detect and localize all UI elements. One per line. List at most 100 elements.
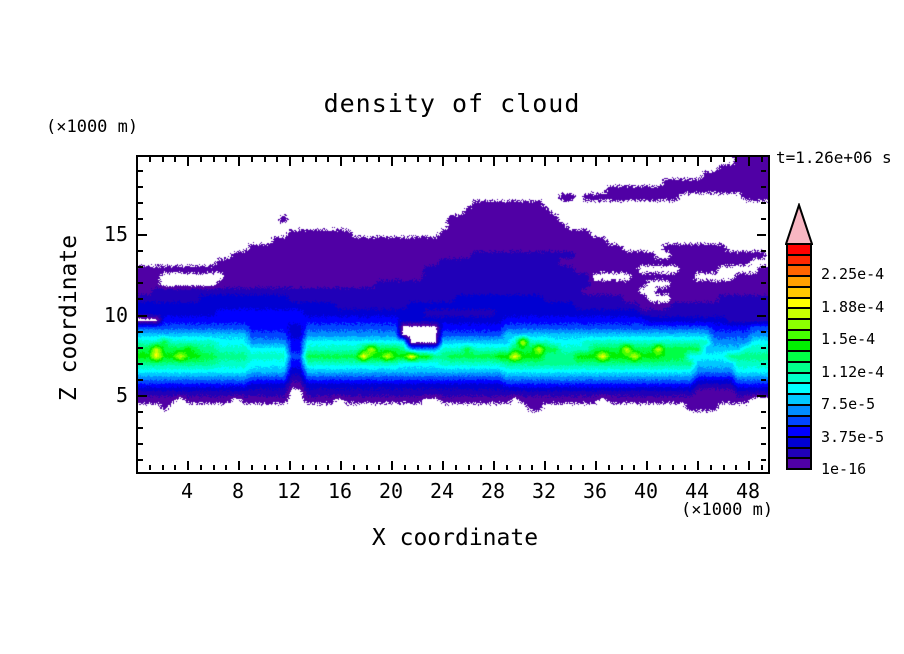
tick-mark — [455, 465, 457, 470]
tick-mark — [761, 202, 766, 204]
tick-mark — [621, 465, 623, 470]
tick-mark — [544, 157, 546, 166]
tick-mark — [595, 461, 597, 470]
colorbar-segment — [788, 382, 810, 394]
tick-mark — [761, 170, 766, 172]
z-tick-label: 10 — [103, 302, 128, 327]
x-tick-label: 28 — [480, 479, 506, 503]
tick-mark — [621, 157, 623, 162]
tick-mark — [761, 186, 766, 188]
colorbar-segment — [788, 414, 810, 426]
x-tick-label: 4 — [180, 479, 194, 503]
tick-mark — [493, 157, 495, 166]
x-axis-unit-label: (×1000 m) — [681, 500, 774, 520]
tick-mark — [519, 157, 521, 162]
colorbar-segment — [788, 253, 810, 265]
tick-mark — [138, 298, 143, 300]
colorbar-segment — [788, 425, 810, 436]
tick-mark — [684, 157, 686, 162]
tick-mark — [761, 347, 766, 349]
tick-mark — [302, 465, 304, 470]
colorbar-label: 1e-16 — [821, 460, 867, 478]
tick-mark — [391, 461, 393, 470]
colorbar-segment — [788, 307, 810, 319]
tick-mark — [138, 331, 143, 333]
colorbar-segment — [788, 435, 810, 447]
tick-mark — [455, 157, 457, 162]
colorbar-segment — [788, 446, 810, 458]
tick-mark — [761, 157, 763, 162]
colorbar-segment — [788, 393, 810, 404]
tick-mark — [366, 157, 368, 162]
tick-mark — [138, 363, 143, 365]
tick-mark — [138, 282, 143, 284]
colorbar-segment — [788, 264, 810, 276]
colorbar-segment — [788, 371, 810, 383]
tick-mark — [544, 461, 546, 470]
tick-mark — [582, 465, 584, 470]
x-tick-label: 48 — [735, 479, 761, 503]
tick-mark — [138, 459, 143, 461]
time-annotation: t=1.26e+06 s — [776, 148, 892, 167]
tick-mark — [761, 266, 766, 268]
tick-mark — [684, 465, 686, 470]
x-tick-label: 8 — [231, 479, 245, 503]
tick-mark — [138, 347, 143, 349]
tick-mark — [327, 157, 329, 162]
tick-mark — [251, 157, 253, 162]
tick-mark — [761, 411, 766, 413]
tick-mark — [442, 157, 444, 166]
x-axis-title: X coordinate — [371, 525, 539, 551]
colorbar — [786, 243, 812, 470]
tick-mark — [480, 157, 482, 162]
plot-title: density of cloud — [323, 89, 581, 118]
x-tick-label: 32 — [531, 479, 557, 503]
x-tick-label: 12 — [276, 479, 302, 503]
tick-mark — [276, 465, 278, 470]
tick-mark — [264, 157, 266, 162]
tick-mark — [138, 170, 143, 172]
tick-mark — [748, 157, 750, 166]
colorbar-label: 2.25e-4 — [821, 265, 885, 284]
tick-mark — [608, 465, 610, 470]
tick-mark — [276, 157, 278, 162]
tick-mark — [213, 157, 215, 162]
tick-mark — [225, 157, 227, 162]
colorbar-label: 1.5e-4 — [821, 330, 876, 349]
tick-mark — [391, 157, 393, 166]
tick-mark — [378, 157, 380, 162]
tick-mark — [404, 465, 406, 470]
colorbar-segment — [788, 457, 810, 469]
colorbar-label: 3.75e-5 — [821, 427, 885, 446]
tick-mark — [735, 157, 737, 162]
tick-mark — [757, 395, 766, 397]
tick-mark — [162, 465, 164, 470]
colorbar-segment — [788, 318, 810, 329]
tick-mark — [710, 465, 712, 470]
tick-mark — [149, 157, 151, 162]
tick-mark — [289, 461, 291, 470]
tick-mark — [468, 157, 470, 162]
colorbar-segment — [788, 296, 810, 308]
tick-mark — [138, 186, 143, 188]
tick-mark — [366, 465, 368, 470]
tick-mark — [710, 157, 712, 162]
colorbar-over-arrow — [785, 203, 813, 245]
tick-mark — [723, 465, 725, 470]
tick-mark — [761, 218, 766, 220]
tick-mark — [735, 465, 737, 470]
tick-mark — [659, 157, 661, 162]
tick-mark — [138, 234, 147, 236]
tick-mark — [748, 461, 750, 470]
tick-mark — [264, 465, 266, 470]
x-tick-label: 24 — [429, 479, 455, 503]
tick-mark — [302, 157, 304, 162]
tick-mark — [138, 379, 143, 381]
colorbar-segment — [788, 275, 810, 286]
colorbar-label: 1.88e-4 — [821, 297, 885, 316]
tick-mark — [138, 250, 143, 252]
tick-mark — [761, 459, 766, 461]
tick-mark — [608, 157, 610, 162]
tick-mark — [138, 202, 143, 204]
tick-mark — [138, 427, 143, 429]
